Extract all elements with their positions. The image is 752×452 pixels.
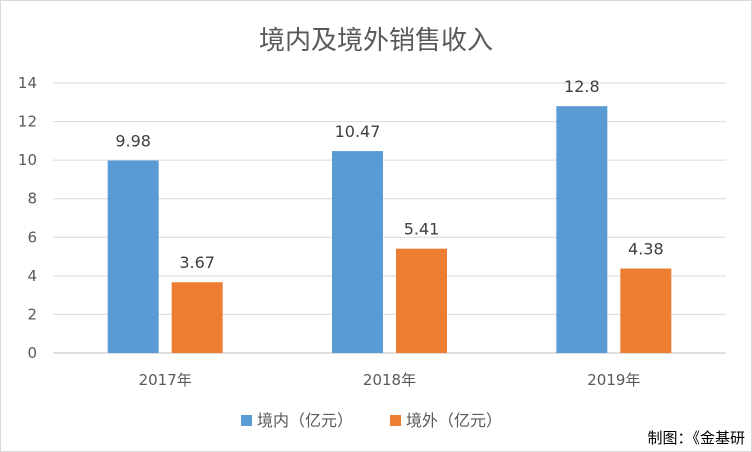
legend-swatch-overseas <box>390 415 401 426</box>
x-category-label: 2019年 <box>587 371 640 389</box>
data-label: 3.67 <box>179 253 215 272</box>
bar-overseas <box>620 268 672 353</box>
y-tick-label: 0 <box>27 344 37 362</box>
y-tick-label: 10 <box>18 151 37 169</box>
legend-label: 境外（亿元） <box>406 411 502 430</box>
legend: 境内（亿元） 境外（亿元） <box>241 411 502 430</box>
data-label: 12.8 <box>564 77 600 96</box>
bars <box>107 106 672 354</box>
bar-domestic <box>332 151 383 353</box>
data-label: 5.41 <box>404 220 440 239</box>
legend-label: 境内（亿元） <box>257 411 353 430</box>
chart-title: 境内及境外销售收入 <box>259 26 493 56</box>
y-tick-label: 8 <box>27 190 37 208</box>
y-tick-label: 6 <box>27 228 37 246</box>
data-label: 4.38 <box>628 240 664 259</box>
data-label: 10.47 <box>335 122 381 141</box>
y-tick-label: 14 <box>18 74 37 92</box>
credit-text: 制图：《金基研 <box>647 429 745 447</box>
data-labels: 9.98 3.67 10.47 5.41 12.8 4.38 <box>115 77 663 272</box>
bar-domestic <box>556 106 608 354</box>
x-category-label: 2018年 <box>363 371 416 389</box>
y-tick-label: 4 <box>27 267 37 285</box>
x-category-label: 2017年 <box>139 371 192 389</box>
legend-swatch-domestic <box>241 415 252 426</box>
gridlines <box>53 82 726 354</box>
bar-overseas <box>396 248 447 353</box>
y-tick-label: 12 <box>18 113 37 131</box>
data-label: 9.98 <box>115 132 151 151</box>
x-axis-categories: 2017年 2018年 2019年 <box>139 371 641 389</box>
bar-domestic <box>107 160 159 353</box>
bar-overseas <box>171 282 223 353</box>
y-tick-label: 2 <box>27 305 37 323</box>
y-axis-ticks: 0 2 4 6 8 10 12 14 <box>18 74 37 362</box>
